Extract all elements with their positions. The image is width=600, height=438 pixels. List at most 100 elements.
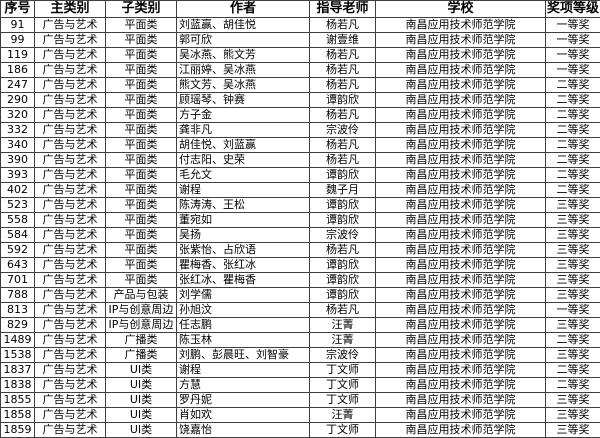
cell-advisor: 谭韵欣 [309,272,376,288]
cell-award-level: 二等奖 [545,92,600,108]
cell-authors: 陈玉林 [176,332,310,348]
cell-school: 南昌应用技术师范学院 [375,32,546,48]
cell-authors: 张红冰、瞿梅香 [176,272,310,288]
cell-serial-no: 1858 [0,407,35,423]
table-row: 523 广告与艺术 平面类 陈涛涛、王松 谭韵欣 南昌应用技术师范学院 三等奖 [0,197,600,213]
cell-advisor: 杨若凡 [309,152,376,168]
cell-authors: 方子金 [176,107,310,123]
cell-main-category: 广告与艺术 [34,302,106,318]
cell-school: 南昌应用技术师范学院 [375,422,546,438]
cell-advisor: 丁文师 [309,392,376,408]
cell-authors: 龚非凡 [176,122,310,138]
col-header-sub-category: 子类别 [105,0,177,18]
cell-school: 南昌应用技术师范学院 [375,137,546,153]
table-row: 643 广告与艺术 平面类 瞿梅香、张红冰 谭韵欣 南昌应用技术师范学院 三等奖 [0,257,600,273]
cell-advisor: 谭韵欣 [309,287,376,303]
cell-sub-category: 平面类 [105,152,177,168]
cell-authors: 董宛如 [176,212,310,228]
cell-serial-no: 643 [0,257,35,273]
cell-sub-category: IP与创意周边 [105,302,177,318]
cell-sub-category: 平面类 [105,32,177,48]
cell-advisor: 宗波伶 [309,227,376,243]
cell-serial-no: 829 [0,317,35,333]
table-row: 1859 广告与艺术 UI类 饶嘉怡 丁文师 南昌应用技术师范学院 三等奖 [0,422,600,438]
cell-school: 南昌应用技术师范学院 [375,197,546,213]
cell-award-level: 三等奖 [545,392,600,408]
cell-award-level: 一等奖 [545,62,600,78]
cell-school: 南昌应用技术师范学院 [375,167,546,183]
cell-serial-no: 340 [0,137,35,153]
cell-serial-no: 290 [0,92,35,108]
col-header-school: 学校 [375,0,546,18]
cell-main-category: 广告与艺术 [34,167,106,183]
table-row: 290 广告与艺术 平面类 顾瑶琴、钟赛 谭韵欣 南昌应用技术师范学院 二等奖 [0,92,600,108]
cell-school: 南昌应用技术师范学院 [375,107,546,123]
cell-school: 南昌应用技术师范学院 [375,332,546,348]
cell-main-category: 广告与艺术 [34,47,106,63]
cell-sub-category: 平面类 [105,197,177,213]
cell-sub-category: UI类 [105,407,177,423]
cell-school: 南昌应用技术师范学院 [375,92,546,108]
cell-sub-category: IP与创意周边 [105,317,177,333]
cell-award-level: 二等奖 [545,182,600,198]
cell-school: 南昌应用技术师范学院 [375,287,546,303]
cell-sub-category: 平面类 [105,17,177,33]
cell-sub-category: 平面类 [105,47,177,63]
cell-school: 南昌应用技术师范学院 [375,47,546,63]
cell-award-level: 三等奖 [545,317,600,333]
cell-award-level: 二等奖 [545,122,600,138]
cell-advisor: 杨若凡 [309,137,376,153]
cell-award-level: 三等奖 [545,227,600,243]
col-header-award-level: 奖项等级 [545,0,600,18]
cell-authors: 陈涛涛、王松 [176,197,310,213]
table-row: 1855 广告与艺术 UI类 罗丹妮 丁文师 南昌应用技术师范学院 三等奖 [0,392,600,408]
cell-sub-category: 平面类 [105,242,177,258]
cell-advisor: 杨若凡 [309,242,376,258]
cell-award-level: 三等奖 [545,407,600,423]
cell-award-level: 一等奖 [545,47,600,63]
cell-sub-category: 广播类 [105,347,177,363]
cell-advisor: 谭韵欣 [309,197,376,213]
cell-sub-category: UI类 [105,392,177,408]
cell-advisor: 汪菁 [309,332,376,348]
cell-sub-category: 平面类 [105,227,177,243]
cell-award-level: 一等奖 [545,32,600,48]
cell-serial-no: 1859 [0,422,35,438]
cell-authors: 顾瑶琴、钟赛 [176,92,310,108]
cell-serial-no: 788 [0,287,35,303]
table-row: 332 广告与艺术 平面类 龚非凡 宗波伶 南昌应用技术师范学院 二等奖 [0,122,600,138]
cell-main-category: 广告与艺术 [34,92,106,108]
cell-authors: 刘学儒 [176,287,310,303]
cell-authors: 熊文芳、吴冰燕 [176,77,310,93]
table-row: 1538 广告与艺术 广播类 刘鹏、彭晨旺、刘智豪 宗波伶 南昌应用技术师范学院 三等奖 [0,347,600,363]
cell-serial-no: 592 [0,242,35,258]
cell-main-category: 广告与艺术 [34,242,106,258]
col-header-main-category: 主类别 [34,0,106,18]
cell-advisor: 谭韵欣 [309,167,376,183]
table-row: 402 广告与艺术 平面类 谢程 魏子月 南昌应用技术师范学院 二等奖 [0,182,600,198]
cell-authors: 饶嘉怡 [176,422,310,438]
col-header-authors: 作者 [176,0,310,18]
cell-authors: 毛允文 [176,167,310,183]
table-row: 829 广告与艺术 IP与创意周边 任志鹏 汪菁 南昌应用技术师范学院 三等奖 [0,317,600,333]
cell-serial-no: 558 [0,212,35,228]
cell-school: 南昌应用技术师范学院 [375,182,546,198]
cell-main-category: 广告与艺术 [34,332,106,348]
cell-sub-category: UI类 [105,377,177,393]
table-body: 91 广告与艺术 平面类 刘蓝赢、胡佳悦 杨若凡 南昌应用技术师范学院 一等奖 99 广告与艺术… [0,17,600,438]
cell-advisor: 丁文师 [309,377,376,393]
cell-main-category: 广告与艺术 [34,122,106,138]
table-row: 393 广告与艺术 平面类 毛允文 谭韵欣 南昌应用技术师范学院 二等奖 [0,167,600,183]
cell-award-level: 二等奖 [545,332,600,348]
table-row: 592 广告与艺术 平面类 张紫怡、占欣语 杨若凡 南昌应用技术师范学院 三等奖 [0,242,600,258]
cell-authors: 郭可欣 [176,32,310,48]
cell-main-category: 广告与艺术 [34,197,106,213]
cell-school: 南昌应用技术师范学院 [375,152,546,168]
cell-main-category: 广告与艺术 [34,317,106,333]
cell-main-category: 广告与艺术 [34,377,106,393]
cell-advisor: 宗波伶 [309,347,376,363]
cell-main-category: 广告与艺术 [34,347,106,363]
cell-sub-category: 平面类 [105,77,177,93]
cell-award-level: 三等奖 [545,212,600,228]
cell-serial-no: 390 [0,152,35,168]
